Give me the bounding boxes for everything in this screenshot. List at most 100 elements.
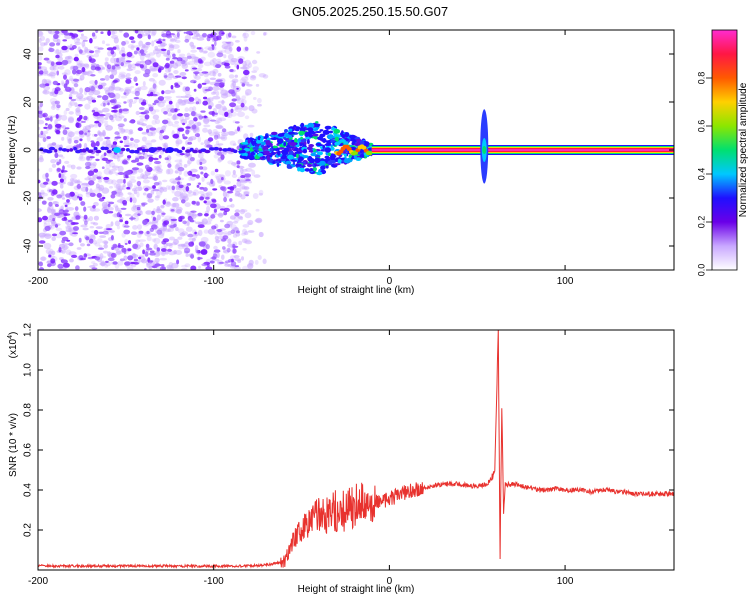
noise-blob — [65, 249, 72, 255]
noise-blob — [141, 203, 146, 207]
noise-blob — [61, 217, 68, 222]
noise-blob — [119, 87, 124, 92]
transition-blob — [294, 137, 298, 144]
transition-blob — [302, 148, 308, 154]
noise-blob — [84, 87, 91, 93]
noise-blob — [169, 178, 177, 183]
noise-blob — [55, 48, 60, 54]
transition-blob — [283, 136, 287, 140]
noise-blob — [144, 251, 149, 257]
noise-blob — [198, 115, 203, 120]
noise-blob — [252, 193, 259, 199]
noise-blob — [166, 104, 174, 110]
noise-blob — [79, 153, 84, 160]
transition-blob — [312, 167, 317, 172]
noise-blob — [45, 248, 54, 255]
noise-blob — [139, 60, 146, 64]
noise-blob — [147, 103, 151, 107]
noise-blob — [229, 140, 236, 146]
noise-blob — [56, 70, 59, 76]
noise-blob — [120, 207, 127, 210]
noise-blob — [130, 215, 134, 221]
noise-blob — [139, 118, 145, 123]
noise-blob — [55, 61, 63, 66]
noise-blob — [138, 230, 144, 234]
noise-blob — [98, 184, 105, 191]
noise-blob — [105, 224, 112, 229]
noise-blob — [123, 92, 127, 95]
noise-blob — [199, 161, 203, 166]
noise-blob — [217, 72, 222, 77]
noise-blob — [105, 43, 110, 46]
noise-blob — [162, 119, 169, 125]
noise-blob — [172, 114, 177, 121]
carrier-dot — [129, 149, 136, 154]
noise-blob — [203, 173, 210, 177]
noise-blob — [46, 136, 51, 140]
noise-blob — [184, 38, 190, 43]
noise-blob — [53, 33, 59, 40]
noise-blob — [212, 86, 220, 91]
noise-blob — [68, 102, 73, 109]
noise-blob — [174, 108, 178, 113]
noise-blob — [110, 154, 117, 159]
x-tick-label: 100 — [557, 576, 574, 587]
noise-blob — [76, 184, 82, 189]
noise-blob — [104, 74, 110, 81]
figure-title: GN05.2025.250.15.50.G07 — [292, 4, 448, 19]
noise-blob — [79, 138, 83, 142]
noise-blob — [64, 202, 72, 205]
noise-blob — [66, 164, 73, 168]
noise-blob — [209, 119, 217, 122]
carrier-dot — [93, 146, 98, 151]
noise-blob — [46, 178, 50, 182]
noise-blob — [113, 86, 122, 91]
noise-blob — [162, 135, 170, 140]
transition-blob — [299, 167, 306, 173]
transition-blob — [292, 160, 296, 166]
noise-blob — [236, 126, 241, 132]
noise-blob — [214, 230, 218, 236]
noise-blob — [107, 257, 115, 262]
noise-blob — [72, 222, 79, 225]
noise-blob — [115, 116, 123, 122]
noise-blob — [70, 164, 76, 170]
noise-blob — [191, 124, 197, 130]
noise-blob — [248, 105, 255, 112]
noise-blob — [229, 69, 234, 72]
noise-blob — [104, 57, 109, 62]
noise-blob — [206, 181, 212, 185]
noise-blob — [224, 111, 229, 118]
noise-blob — [155, 51, 162, 58]
noise-blob — [190, 168, 198, 173]
noise-blob — [63, 74, 67, 80]
noise-blob — [238, 179, 247, 183]
carrier-dot — [61, 148, 68, 152]
transition-blob — [272, 160, 276, 164]
spectrogram-content — [38, 30, 674, 270]
noise-blob — [123, 145, 130, 147]
noise-blob — [58, 209, 65, 215]
noise-blob — [73, 179, 80, 184]
noise-blob — [221, 99, 225, 105]
noise-blob — [196, 47, 202, 50]
noise-blob — [78, 196, 83, 201]
noise-blob — [52, 80, 59, 86]
noise-blob — [184, 263, 191, 268]
noise-blob — [191, 238, 196, 242]
noise-blob — [213, 154, 219, 159]
noise-blob — [125, 78, 132, 84]
noise-blob — [200, 142, 204, 146]
noise-blob — [54, 204, 59, 207]
noise-blob — [173, 249, 177, 255]
noise-blob — [60, 173, 65, 179]
noise-blob — [223, 180, 231, 185]
noise-blob — [140, 53, 146, 56]
transition-blob — [286, 163, 291, 169]
noise-blob — [42, 72, 49, 76]
transition-blob — [320, 133, 326, 138]
noise-blob — [118, 30, 123, 33]
noise-blob — [230, 261, 237, 267]
transition-blob — [269, 147, 273, 152]
noise-blob — [161, 266, 166, 270]
